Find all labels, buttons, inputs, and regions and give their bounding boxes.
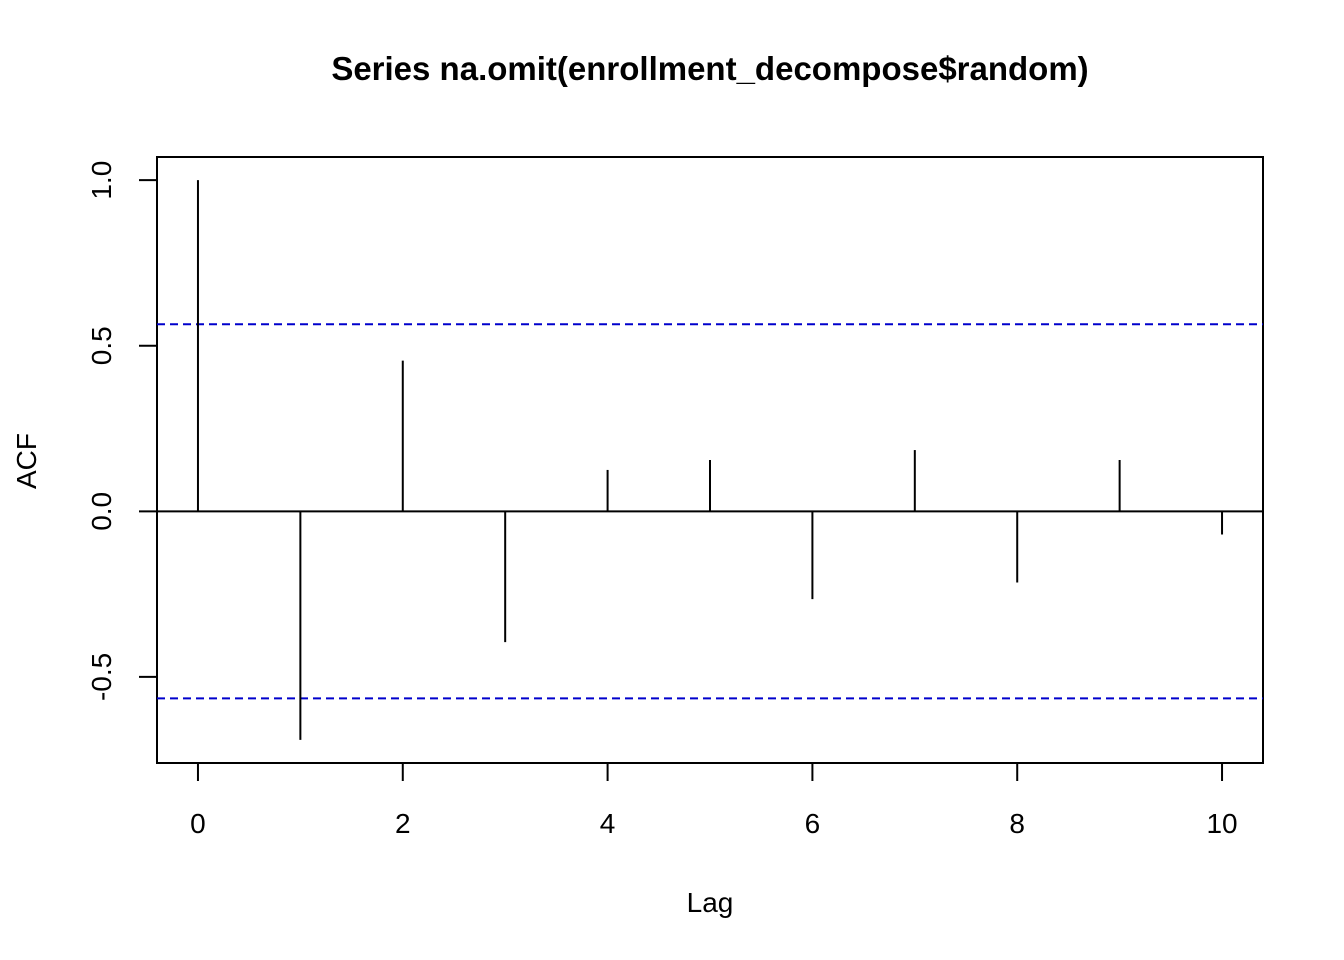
x-tick-label: 0 [190, 808, 206, 839]
plot-area: 0 2 4 6 8 10 -0.5 0.0 0.5 1.0 [86, 156, 1264, 839]
x-axis-label: Lag [687, 887, 734, 918]
y-axis-label: ACF [11, 433, 42, 489]
x-tick-label: 4 [600, 808, 616, 839]
x-tick-label: 6 [805, 808, 821, 839]
plot-frame [156, 156, 1264, 764]
x-tick-label: 10 [1206, 808, 1237, 839]
x-tick-label: 8 [1009, 808, 1025, 839]
y-tick-label: 0.5 [86, 326, 117, 365]
x-tick-label: 2 [395, 808, 411, 839]
y-tick-label: -0.5 [86, 653, 117, 701]
chart-title: Series na.omit(enrollment_decompose$rand… [331, 50, 1088, 87]
y-tick-label: 0.0 [86, 492, 117, 531]
y-tick-label: 1.0 [86, 161, 117, 200]
